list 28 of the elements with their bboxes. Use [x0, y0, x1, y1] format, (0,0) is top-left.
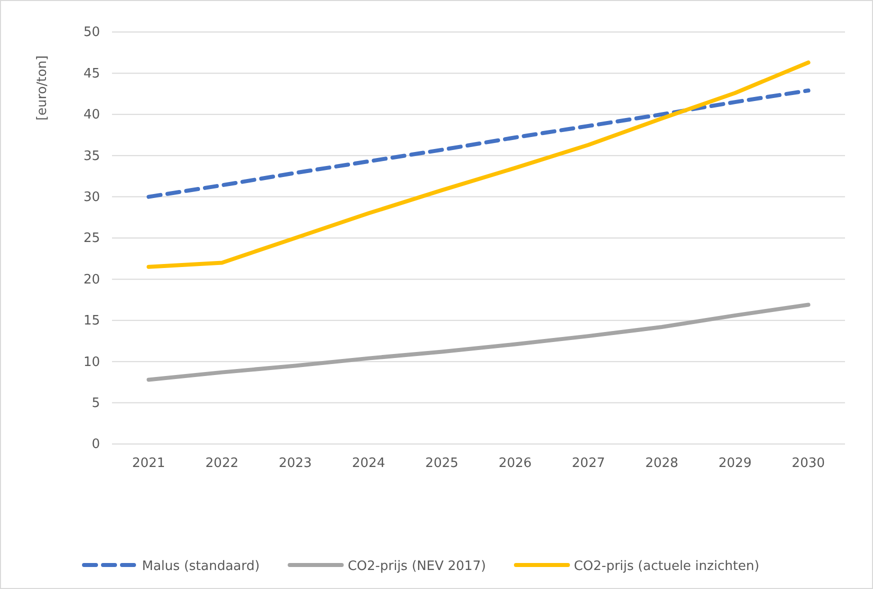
y-tick-label: 20 — [83, 272, 100, 288]
legend-label: Malus (standaard) — [142, 559, 260, 574]
y-tick-label: 25 — [83, 231, 100, 246]
y-tick-label: 15 — [83, 314, 100, 329]
x-tick-label: 2029 — [718, 456, 752, 472]
x-tick-label: 2021 — [132, 456, 166, 472]
x-tick-label: 2024 — [352, 456, 386, 472]
x-tick-label: 2028 — [645, 456, 678, 472]
x-tick-label: 2025 — [425, 456, 458, 472]
y-tick-label: 10 — [83, 354, 100, 370]
x-tick-label: 2023 — [278, 456, 312, 472]
y-tick-label: 45 — [83, 66, 100, 82]
y-tick-label: 0 — [92, 437, 100, 452]
y-axis-title: [euro/ton] — [35, 55, 50, 121]
legend-label: CO2-prijs (actuele inzichten) — [574, 559, 760, 574]
line-series — [146, 302, 810, 382]
y-tick-label: 5 — [92, 396, 100, 411]
x-tick-label: 2030 — [792, 456, 825, 472]
line-series — [146, 60, 810, 269]
x-tick-label: 2027 — [572, 456, 605, 472]
legend-label: CO2-prijs (NEV 2017) — [348, 559, 486, 574]
line-series — [146, 88, 810, 199]
y-tick-label: 30 — [83, 190, 100, 205]
x-tick-label: 2026 — [498, 456, 532, 472]
y-tick-label: 35 — [83, 148, 100, 164]
y-tick-label: 50 — [83, 25, 100, 40]
x-tick-label: 2022 — [205, 456, 238, 472]
y-tick-label: 40 — [83, 108, 100, 123]
